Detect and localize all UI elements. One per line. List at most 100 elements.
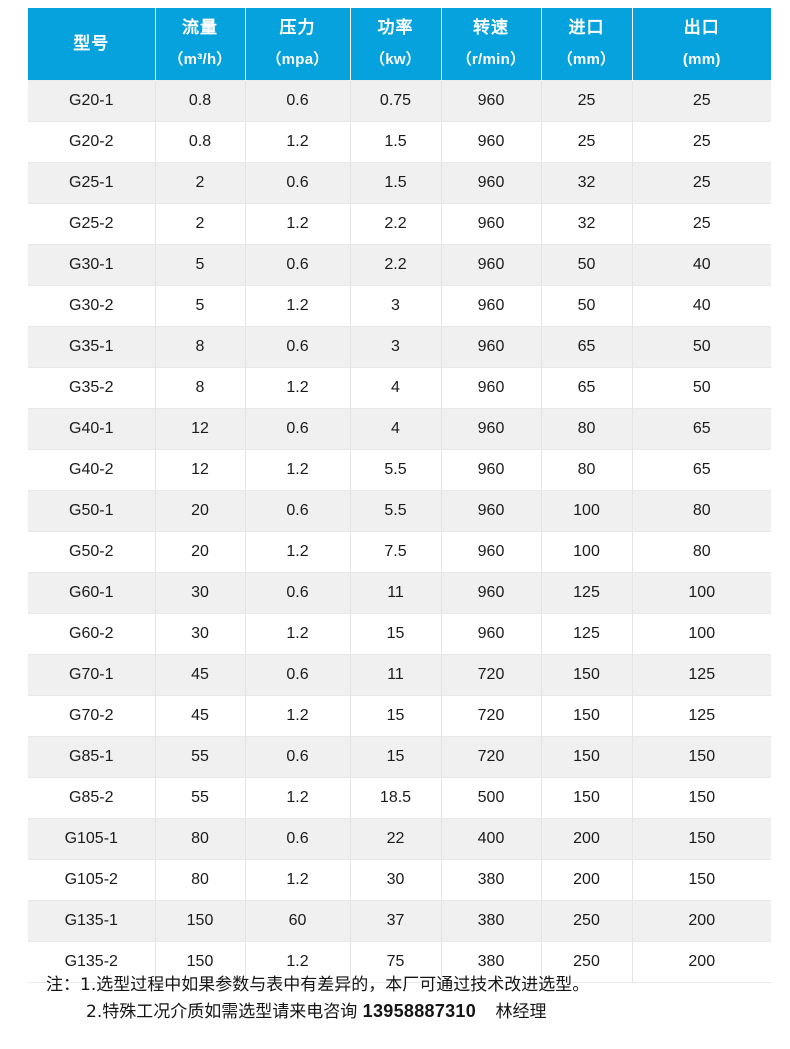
cell-pressure: 1.2: [245, 941, 351, 983]
cell-outlet: 200: [632, 941, 771, 983]
contact-phone-number: 13958887310: [362, 1001, 477, 1022]
table-body: G20-1 0.8 0.6 0.75 960 25 25 G20-2 0.8 1.2 1.5 960 2…: [28, 80, 771, 983]
cell-outlet: 65: [632, 408, 771, 450]
cell-inlet: 80: [541, 408, 633, 450]
cell-power: 3: [350, 326, 442, 368]
cell-model: G135-2: [28, 941, 156, 983]
cell-speed: 960: [441, 490, 542, 532]
cell-outlet: 25: [632, 162, 771, 204]
cell-outlet: 150: [632, 859, 771, 901]
cell-outlet: 150: [632, 777, 771, 819]
cell-pressure: 0.6: [245, 244, 351, 286]
cell-speed: 960: [441, 449, 542, 491]
cell-flow: 30: [155, 613, 246, 655]
cell-pressure: 1.2: [245, 777, 351, 819]
column-header-label: 压力: [279, 18, 316, 38]
cell-inlet: 65: [541, 326, 633, 368]
cell-pressure: 1.2: [245, 121, 351, 163]
cell-model: G135-1: [28, 900, 156, 942]
cell-speed: 400: [441, 818, 542, 860]
cell-model: G25-2: [28, 203, 156, 245]
cell-flow: 5: [155, 285, 246, 327]
cell-power: 1.5: [350, 121, 442, 163]
cell-flow: 12: [155, 449, 246, 491]
cell-power: 4: [350, 408, 442, 450]
column-header-label: 进口: [568, 18, 605, 38]
cell-speed: 380: [441, 859, 542, 901]
cell-model: G50-2: [28, 531, 156, 573]
footnote-line-2-text: 2.特殊工况介质如需选型请来电咨询: [86, 1002, 358, 1023]
cell-flow: 20: [155, 490, 246, 532]
table-row: G35-1 8 0.6 3 960 65 50: [28, 326, 771, 368]
cell-pressure: 1.2: [245, 449, 351, 491]
cell-model: G35-1: [28, 326, 156, 368]
cell-model: G105-1: [28, 818, 156, 860]
cell-pressure: 0.6: [245, 490, 351, 532]
contact-person-name: 林经理: [495, 1002, 547, 1023]
cell-power: 0.75: [350, 80, 442, 122]
cell-flow: 8: [155, 326, 246, 368]
column-header-label: 功率: [377, 18, 414, 38]
cell-speed: 960: [441, 531, 542, 573]
cell-inlet: 150: [541, 695, 633, 737]
table-row: G60-1 30 0.6 11 960 125 100: [28, 572, 771, 614]
cell-flow: 55: [155, 777, 246, 819]
cell-outlet: 40: [632, 285, 771, 327]
cell-power: 2.2: [350, 203, 442, 245]
cell-model: G60-2: [28, 613, 156, 655]
table-row: G50-1 20 0.6 5.5 960 100 80: [28, 490, 771, 532]
table-row: G30-1 5 0.6 2.2 960 50 40: [28, 244, 771, 286]
column-header-6: 出口 (mm): [632, 8, 771, 81]
cell-pressure: 60: [245, 900, 351, 942]
cell-speed: 960: [441, 244, 542, 286]
table-row: G70-2 45 1.2 15 720 150 125: [28, 695, 771, 737]
table-row: G135-1 150 60 37 380 250 200: [28, 900, 771, 942]
cell-model: G35-2: [28, 367, 156, 409]
cell-flow: 2: [155, 203, 246, 245]
column-header-inner: 进口 （mm）: [542, 8, 632, 80]
cell-inlet: 50: [541, 285, 633, 327]
cell-inlet: 32: [541, 162, 633, 204]
cell-power: 3: [350, 285, 442, 327]
cell-model: G30-1: [28, 244, 156, 286]
cell-outlet: 50: [632, 326, 771, 368]
cell-model: G25-1: [28, 162, 156, 204]
cell-pressure: 0.6: [245, 818, 351, 860]
cell-power: 4: [350, 367, 442, 409]
table-header-row: 型号 流量 （m³/h） 压力 （mpa） 功率 （kw） 转速 （r/min） 进口 （mm） 出口…: [28, 8, 771, 81]
column-header-inner: 压力 （mpa）: [246, 8, 350, 80]
cell-pressure: 0.6: [245, 162, 351, 204]
cell-speed: 720: [441, 695, 542, 737]
cell-outlet: 25: [632, 203, 771, 245]
cell-pressure: 0.6: [245, 572, 351, 614]
column-header-inner: 型号: [28, 8, 155, 80]
cell-power: 15: [350, 695, 442, 737]
cell-inlet: 25: [541, 121, 633, 163]
column-header-5: 进口 （mm）: [541, 8, 633, 81]
table-header: 型号 流量 （m³/h） 压力 （mpa） 功率 （kw） 转速 （r/min） 进口 （mm） 出口…: [28, 8, 771, 81]
cell-power: 5.5: [350, 449, 442, 491]
cell-speed: 960: [441, 80, 542, 122]
cell-outlet: 200: [632, 900, 771, 942]
cell-power: 2.2: [350, 244, 442, 286]
cell-power: 11: [350, 654, 442, 696]
cell-speed: 380: [441, 900, 542, 942]
cell-speed: 960: [441, 613, 542, 655]
column-header-inner: 转速 （r/min）: [442, 8, 541, 80]
cell-model: G60-1: [28, 572, 156, 614]
cell-power: 22: [350, 818, 442, 860]
cell-flow: 8: [155, 367, 246, 409]
cell-speed: 960: [441, 572, 542, 614]
column-header-inner: 流量 （m³/h）: [156, 8, 245, 80]
pump-specification-table: 型号 流量 （m³/h） 压力 （mpa） 功率 （kw） 转速 （r/min） 进口 （mm） 出口…: [28, 8, 771, 983]
cell-power: 7.5: [350, 531, 442, 573]
cell-power: 75: [350, 941, 442, 983]
cell-power: 15: [350, 613, 442, 655]
column-header-label: 转速: [473, 18, 509, 38]
cell-outlet: 150: [632, 818, 771, 860]
cell-speed: 380: [441, 941, 542, 983]
cell-power: 18.5: [350, 777, 442, 819]
table-row: G25-2 2 1.2 2.2 960 32 25: [28, 203, 771, 245]
cell-pressure: 1.2: [245, 531, 351, 573]
cell-model: G70-1: [28, 654, 156, 696]
